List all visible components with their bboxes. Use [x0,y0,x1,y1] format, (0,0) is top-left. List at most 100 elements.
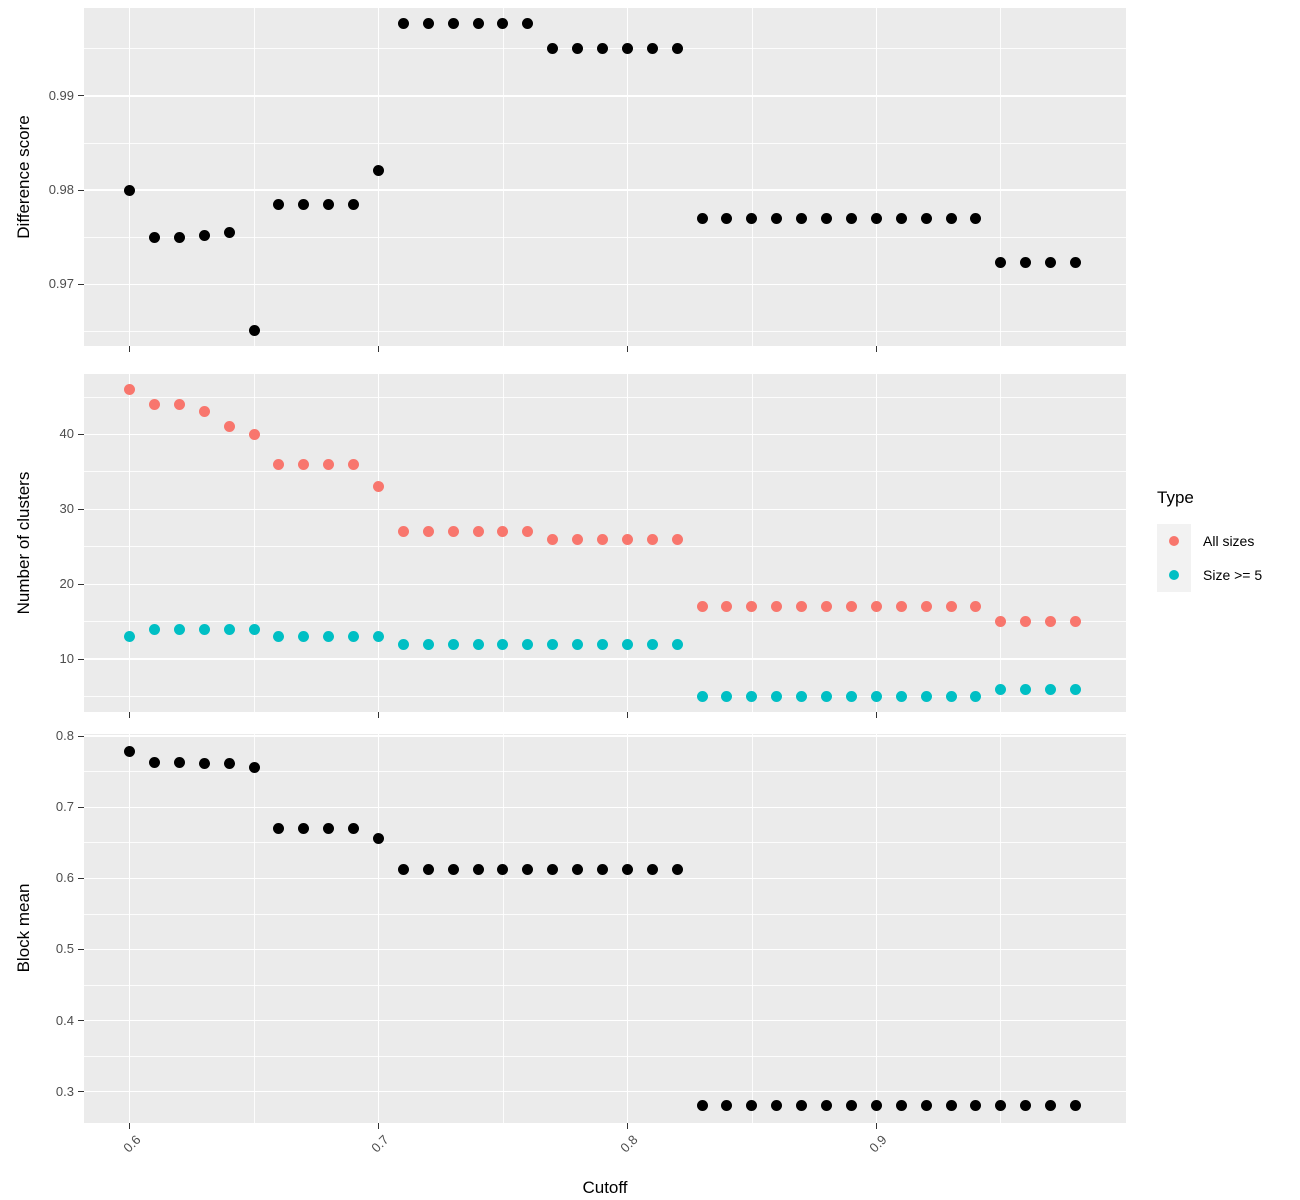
data-point [447,17,459,29]
data-point [870,212,882,224]
major-gridline [84,283,1126,286]
data-point [323,631,335,643]
minor-gridline [751,374,753,712]
data-point [248,325,260,337]
data-point [298,823,310,835]
data-point [372,164,384,176]
minor-gridline [84,396,1126,398]
y-tick-label: 10 [59,651,74,667]
x-tick-label: 0.6 [119,1132,144,1156]
legend-title: Type [1157,488,1194,507]
data-point [472,17,484,29]
major-gridline [84,1091,1126,1093]
x-tick-mark [129,1123,131,1129]
x-tick-mark [377,712,379,718]
y-tick-label: 0.5 [55,941,74,957]
data-point [273,631,285,643]
major-gridline [84,95,1126,97]
data-point [397,526,409,538]
data-point [372,631,384,643]
data-point [1020,1099,1032,1111]
data-point [771,691,783,703]
y-tick-mark [78,1091,84,1093]
legend-key-size-ge-5 [1157,558,1191,592]
data-point [621,533,633,545]
major-gridline [84,433,1126,436]
minor-gridline [84,842,1126,844]
major-gridline [377,8,380,346]
data-point [198,623,210,635]
data-point [970,212,982,224]
minor-gridline [84,471,1126,473]
y-tick-mark [78,658,84,660]
data-point [522,864,534,876]
data-point [920,212,932,224]
data-point [945,691,957,703]
minor-gridline [502,8,504,346]
data-point [597,864,608,876]
data-point [572,533,584,545]
data-point [746,212,758,224]
data-point [124,383,136,395]
x-tick-mark [875,1123,877,1129]
major-gridline [84,948,1126,951]
data-point [597,638,608,650]
data-point [198,406,210,418]
data-point [547,533,559,545]
minor-gridline [253,8,255,346]
minor-gridline [253,734,255,1123]
legend-item-label-size-ge-5: Size >= 5 [1203,567,1263,583]
major-gridline [377,734,380,1123]
data-point [248,623,260,635]
data-point [522,526,534,538]
data-point [597,43,608,55]
data-point [671,864,683,876]
x-tick-mark [875,712,877,718]
minor-gridline [502,734,504,1123]
data-point [397,17,409,29]
data-point [522,17,534,29]
data-point [746,691,758,703]
minor-gridline [84,1055,1126,1057]
data-point [621,43,633,55]
data-point [671,533,683,545]
data-point [845,691,857,703]
data-point [223,421,235,433]
data-point [721,601,733,613]
data-point [1020,616,1032,628]
data-point [472,638,484,650]
legend-key-all-sizes [1157,524,1191,558]
data-point [771,601,783,613]
data-point [671,638,683,650]
data-point [422,17,434,29]
data-point [721,212,733,224]
data-point [422,526,434,538]
data-point [796,1099,808,1111]
data-point [870,601,882,613]
major-gridline [128,374,131,712]
data-point [870,691,882,703]
minor-gridline [84,331,1126,332]
data-point [173,756,185,768]
major-gridline [84,508,1126,510]
data-point [1045,1099,1057,1111]
data-point [497,17,509,29]
x-tick-mark [875,346,877,352]
major-gridline [84,189,1126,191]
data-point [945,212,957,224]
data-point [845,1099,857,1111]
minor-gridline [84,913,1126,915]
x-tick-mark [626,346,628,352]
major-gridline [84,735,1126,737]
x-tick-label: 0.7 [368,1132,393,1156]
data-point [646,43,658,55]
major-gridline [128,734,131,1123]
plot-panel-3 [84,734,1126,1123]
data-point [671,43,683,55]
data-point [447,864,459,876]
data-point [646,638,658,650]
data-point [348,631,360,643]
data-point [522,638,534,650]
data-point [821,601,833,613]
y-tick-mark [78,189,84,191]
